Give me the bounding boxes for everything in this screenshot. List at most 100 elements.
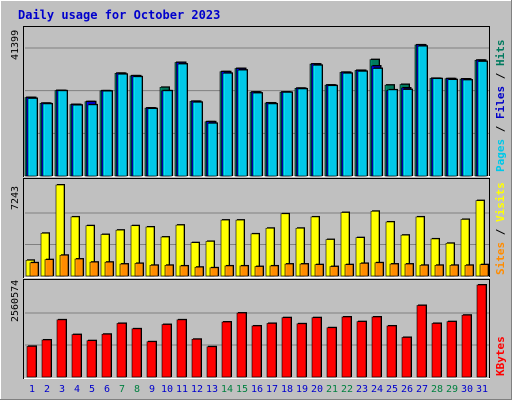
bar-kbytes-day-6 (101, 333, 112, 378)
bar-pages-day-20 (312, 64, 323, 177)
bar-kbytes-day-30 (461, 314, 472, 378)
legend-hits: Hits (494, 40, 507, 67)
bar-sites-day-5 (89, 261, 99, 277)
bar-kbytes-day-19 (296, 322, 307, 378)
bar-pages-day-12 (192, 101, 203, 177)
bar-sites-day-29 (449, 264, 459, 277)
bar-sites-day-30 (464, 264, 474, 277)
bar-kbytes-day-11 (176, 318, 187, 378)
bar-pages-day-27 (417, 45, 428, 177)
bar-pages-day-1 (27, 97, 38, 177)
bar-sites-day-16 (254, 265, 264, 277)
bar-kbytes-day-5 (86, 339, 97, 378)
bar-pages-day-24 (372, 67, 383, 177)
bar-pages-day-31 (477, 60, 488, 177)
bar-sites-day-9 (149, 264, 159, 277)
legend-pages: Pages (494, 139, 507, 172)
bar-kbytes-day-24 (371, 315, 382, 378)
bar-kbytes-day-25 (386, 324, 397, 378)
panel-kbytes: 2560574 KBytes (10, 279, 507, 379)
bar-pages-day-13 (207, 122, 218, 177)
bar-kbytes-day-29 (446, 320, 457, 378)
day-label-15: 15 (236, 384, 248, 395)
top-legend: Pages / Files / Hits (494, 40, 507, 173)
bar-pages-day-6 (102, 90, 113, 177)
bar-sites-day-14 (224, 264, 234, 277)
bar-pages-day-21 (327, 84, 338, 177)
bar-pages-day-14 (222, 72, 233, 177)
bar-sites-day-6 (104, 261, 114, 277)
bar-pages-day-30 (462, 79, 473, 177)
legend-kbytes: KBytes (494, 336, 507, 376)
bar-sites-day-8 (134, 262, 144, 277)
bar-pages-day-29 (447, 78, 458, 177)
day-label-1: 1 (29, 384, 35, 395)
bar-pages-day-4 (72, 104, 83, 177)
day-label-7: 7 (119, 384, 125, 395)
bar-kbytes-day-31 (476, 284, 487, 378)
bar-kbytes-day-26 (401, 336, 412, 378)
bar-kbytes-day-4 (71, 333, 82, 378)
svg-text:Sites / Visits: Sites / Visits (494, 182, 507, 275)
bar-pages-day-8 (132, 75, 143, 177)
day-label-19: 19 (296, 384, 308, 395)
bar-sites-day-11 (179, 264, 189, 277)
bar-sites-day-25 (389, 263, 399, 277)
bar-sites-day-31 (479, 263, 489, 277)
bar-kbytes-day-9 (146, 340, 157, 378)
bar-pages-day-28 (432, 77, 443, 177)
day-label-4: 4 (74, 384, 80, 395)
bar-sites-day-24 (374, 261, 384, 277)
bar-kbytes-day-2 (41, 338, 52, 378)
day-label-14: 14 (221, 384, 233, 395)
legend-files: Files (494, 86, 507, 119)
middle-legend: Sites / Visits (494, 182, 507, 275)
day-label-26: 26 (401, 384, 413, 395)
bar-sites-day-1 (29, 261, 39, 277)
bar-kbytes-day-28 (431, 322, 442, 378)
day-label-17: 17 (266, 384, 278, 395)
bar-kbytes-day-21 (326, 326, 337, 378)
bar-pages-day-19 (297, 87, 308, 177)
day-label-16: 16 (251, 384, 263, 395)
legend-sites: Sites (494, 242, 507, 275)
day-label-11: 11 (176, 384, 188, 395)
bar-sites-day-23 (359, 262, 369, 277)
middle-max-label: 7243 (10, 186, 21, 210)
day-label-18: 18 (281, 384, 293, 395)
day-label-23: 23 (356, 384, 368, 395)
bar-sites-day-7 (119, 263, 129, 277)
bar-kbytes-day-3 (56, 318, 67, 378)
bar-pages-day-16 (252, 92, 263, 177)
bar-kbytes-day-8 (131, 327, 142, 378)
bar-sites-day-21 (329, 265, 339, 277)
bar-sites-day-18 (284, 263, 294, 277)
day-label-24: 24 (371, 384, 383, 395)
legend-visits: Visits (494, 182, 507, 222)
day-label-25: 25 (386, 384, 398, 395)
bar-pages-day-25 (387, 88, 398, 177)
day-label-3: 3 (59, 384, 65, 395)
day-label-13: 13 (206, 384, 218, 395)
bar-pages-day-26 (402, 88, 413, 177)
panel-hits-files-pages: 41399 Pages / Files / Hits (10, 26, 507, 177)
bar-sites-day-26 (404, 263, 414, 277)
bar-pages-day-3 (57, 89, 68, 177)
day-label-22: 22 (341, 384, 353, 395)
bar-sites-day-28 (434, 264, 444, 277)
bar-pages-day-2 (42, 102, 53, 177)
top-max-label: 41399 (10, 30, 21, 60)
bar-sites-day-13 (209, 266, 219, 277)
bar-kbytes-day-20 (311, 316, 322, 378)
bar-kbytes-day-1 (26, 345, 37, 378)
bar-sites-day-10 (164, 264, 174, 277)
day-label-12: 12 (191, 384, 203, 395)
bar-sites-day-4 (74, 258, 84, 277)
bar-kbytes-day-16 (251, 324, 262, 378)
bar-pages-day-23 (357, 70, 368, 177)
x-axis-day-labels: 1 2 3 4 5 6 7 8 9 10 11 12 13 14 15 16 17 18 19 20 21 22 23 24 2… (29, 384, 488, 395)
day-label-21: 21 (326, 384, 338, 395)
day-label-29: 29 (446, 384, 458, 395)
day-label-27: 27 (416, 384, 428, 395)
panel-visits-sites: 7243 Sites / Visits (10, 178, 507, 278)
